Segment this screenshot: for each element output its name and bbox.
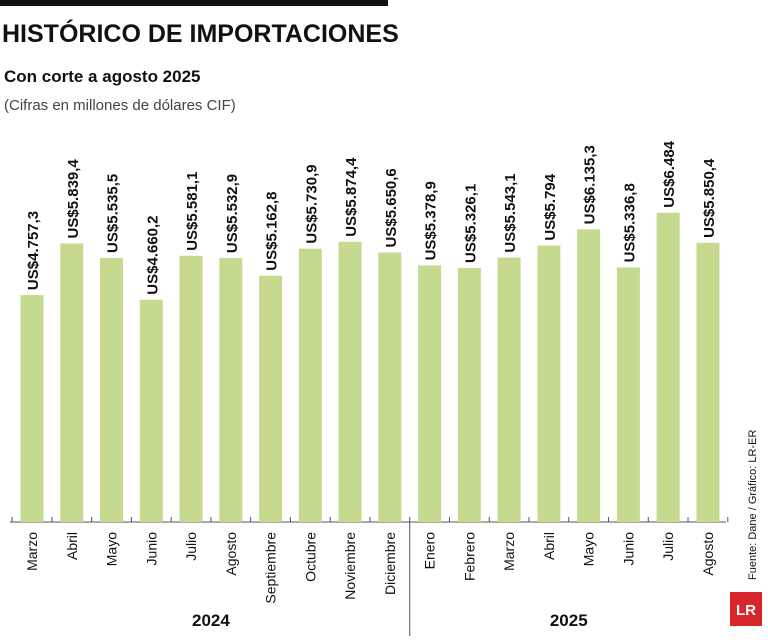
value-label: US$5.535,5 <box>105 174 122 253</box>
bar <box>338 241 362 522</box>
x-tick-label: Marzo <box>24 532 40 571</box>
value-label: US$5.336,8 <box>621 183 638 262</box>
bar <box>259 275 283 522</box>
bar <box>537 245 561 522</box>
bar <box>457 267 481 522</box>
header-bar <box>0 0 388 6</box>
value-label: US$6.484 <box>661 140 678 207</box>
x-tick-label: Enero <box>422 532 438 570</box>
chart-note: (Cifras en millones de dólares CIF) <box>4 97 236 114</box>
group-label: 2025 <box>550 611 588 630</box>
bar <box>418 265 442 522</box>
value-label: US$5.874,4 <box>343 157 360 237</box>
x-tick-label: Agosto <box>700 532 716 576</box>
bar <box>497 257 521 522</box>
logo-box <box>730 592 762 626</box>
bar <box>179 255 203 522</box>
value-label: US$5.378,9 <box>423 181 440 260</box>
x-tick-label: Mayo <box>104 532 120 566</box>
x-tick-label: Mayo <box>581 532 597 566</box>
x-tick-label: Octubre <box>302 532 318 582</box>
x-tick-label: Junio <box>143 532 159 566</box>
bar <box>298 248 322 523</box>
x-tick-label: Diciembre <box>382 532 398 595</box>
group-label: 2024 <box>192 611 230 630</box>
value-label: US$5.730,9 <box>303 164 320 243</box>
bar <box>378 252 402 523</box>
value-label: US$5.794 <box>542 173 559 240</box>
bar <box>60 243 84 522</box>
x-tick-label: Marzo <box>501 532 517 571</box>
bar <box>20 295 44 522</box>
value-label: US$5.581,1 <box>184 172 201 251</box>
x-tick-label: Febrero <box>461 532 477 581</box>
x-tick-label: Septiembre <box>263 532 279 604</box>
x-tick-label: Abril <box>64 532 80 560</box>
bar <box>696 242 720 522</box>
chart-title: HISTÓRICO DE IMPORTACIONES <box>2 18 399 48</box>
bar <box>100 257 124 522</box>
x-tick-label: Noviembre <box>342 532 358 600</box>
x-tick-label: Julio <box>660 532 676 561</box>
chart-subtitle: Con corte a agosto 2025 <box>4 67 201 86</box>
x-tick-label: Agosto <box>223 532 239 576</box>
bar <box>577 229 601 522</box>
value-label: US$5.532,9 <box>224 174 241 253</box>
x-tick-label: Abril <box>541 532 557 560</box>
value-label: US$5.850,4 <box>701 158 718 238</box>
bar <box>139 299 163 522</box>
bar <box>616 267 640 522</box>
logo: LR <box>736 602 756 619</box>
x-tick-label: Julio <box>183 532 199 561</box>
source: Fuente: Dane / Gráfico: LR-ER <box>747 430 759 580</box>
value-label: US$5.543,1 <box>502 173 519 252</box>
value-label: US$6.135,3 <box>582 145 599 224</box>
value-label: US$4.660,2 <box>144 215 161 294</box>
value-label: US$5.162,8 <box>264 192 281 271</box>
value-label: US$5.839,4 <box>65 159 82 239</box>
bar <box>219 258 243 522</box>
value-label: US$5.650,6 <box>383 168 400 247</box>
value-label: US$5.326,1 <box>462 184 479 263</box>
bar <box>656 212 680 522</box>
x-tick-label: Junio <box>620 532 636 566</box>
value-label: US$4.757,3 <box>25 211 42 290</box>
